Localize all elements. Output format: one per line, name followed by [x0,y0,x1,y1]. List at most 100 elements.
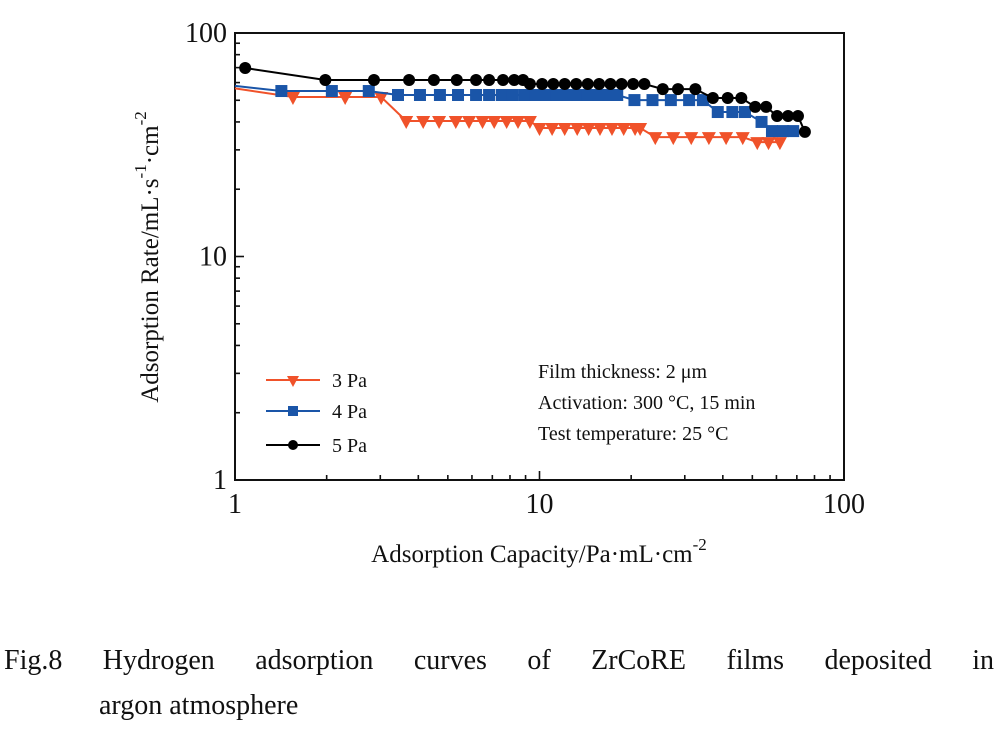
y-axis-title-main: Adsorption Rate/mL·s [137,178,164,402]
data-point [539,88,552,101]
data-point [325,85,338,98]
data-point [683,94,696,107]
data-point [592,88,605,101]
data-point [581,78,594,91]
data-point [427,74,440,87]
legend-item-5-pa: 5 Pa [266,435,367,457]
data-point [557,122,572,136]
data-point [750,137,765,151]
data-point [648,132,663,146]
data-point [782,110,795,123]
data-point [483,88,496,101]
tick-labels: 1 10 100 1 10 100 [185,18,865,520]
data-point [602,88,615,101]
data-point [367,74,380,87]
data-point [511,115,526,129]
data-point [475,115,490,129]
data-point [701,132,716,146]
data-point [452,88,465,101]
legend-marker [288,440,298,450]
legend-item-3-pa: 3 Pa [266,370,367,392]
figure-caption-continued: argon atmosphere [99,690,299,721]
data-point [765,125,778,138]
data-point [772,137,787,151]
data-point [532,122,547,136]
data-point [791,110,804,123]
data-point [581,88,594,101]
data-point [403,74,416,87]
data-point [760,100,773,113]
data-point [518,88,531,101]
data-point [666,132,681,146]
data-point [413,88,426,101]
data-point [735,91,748,104]
data-point [761,137,776,151]
annotation-test-temperature: Test temperature: 25 °C [538,423,728,445]
data-point [672,83,685,96]
data-point [497,74,510,87]
data-point [508,74,521,87]
series-layer [234,62,811,151]
data-point [798,125,811,138]
series-4-pa [234,84,800,138]
data-point [522,115,537,129]
axis-ticks [235,42,831,480]
legend-marker [288,406,298,416]
legend-item-4-pa: 4 Pa [266,401,367,423]
data-point [523,78,536,91]
data-point [571,88,584,101]
data-point [470,74,483,87]
y-tick-label: 1 [213,465,227,496]
data-point [721,91,734,104]
data-point [627,78,640,91]
data-point [633,122,648,136]
data-point [547,78,560,91]
series-5-pa [239,62,811,138]
data-point [545,122,560,136]
legend-label: 5 Pa [332,435,367,457]
legend-label: 4 Pa [332,401,367,423]
data-point [749,100,762,113]
x-axis-title-main: Adsorption Capacity/Pa·mL·cm [371,541,693,568]
data-point [581,122,596,136]
data-point [684,132,699,146]
data-point [570,122,585,136]
data-point [362,85,375,98]
data-point [285,92,300,106]
data-point [558,78,571,91]
data-point [462,115,477,129]
data-point [689,83,702,96]
data-point [726,106,739,119]
data-point [416,115,431,129]
legend: 3 Pa 4 Pa 5 Pa [266,370,367,457]
y-tick-label: 10 [199,242,227,273]
x-axis-title: Adsorption Capacity/Pa·mL·cm-2 [371,535,707,568]
annotation-activation: Activation: 300 °C, 15 min [538,392,755,414]
data-point [374,92,389,106]
data-point [738,106,751,119]
annotations: Film thickness: 2 μm Activation: 300 °C,… [538,361,755,445]
data-point [787,125,800,138]
data-point [776,125,789,138]
data-point [656,83,669,96]
adsorption-chart: 1 10 100 1 10 100 3 Pa 4 Pa 5 Pa Film thickness… [131,18,865,568]
data-point [399,115,414,129]
data-point [755,115,768,128]
legend-label: 3 Pa [332,370,367,392]
data-point [616,122,631,136]
data-point [604,78,617,91]
data-point [483,74,496,87]
data-point [495,88,508,101]
data-point [592,122,607,136]
data-point [529,88,542,101]
data-point [711,106,724,119]
data-point [706,91,719,104]
data-point [719,132,734,146]
x-tick-label: 1 [228,489,242,520]
data-point [735,132,750,146]
data-point [432,115,447,129]
data-point [604,122,619,136]
data-point [319,74,332,87]
data-point [628,94,641,107]
y-axis-title: Adsorption Rate/mL·s-1·cm-2 [131,111,164,403]
